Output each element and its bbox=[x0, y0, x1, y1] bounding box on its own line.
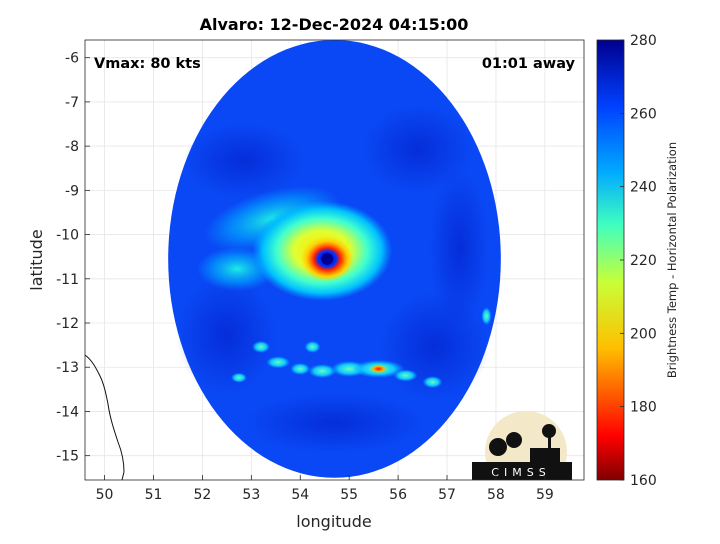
colorbar-tick-label: 200 bbox=[630, 326, 657, 342]
time-offset-label: 01:01 away bbox=[482, 56, 576, 72]
y-axis-ticks: -6 -7 -8 -9 -10 -11 -12 -13 -14 -15 bbox=[56, 51, 90, 465]
convective-cell bbox=[393, 369, 418, 382]
x-tick-label: 57 bbox=[438, 487, 456, 503]
y-tick-label: -15 bbox=[56, 449, 79, 465]
logo-dish-left bbox=[489, 438, 507, 456]
colorbar-label: Brightness Temp - Horizontal Polarizatio… bbox=[665, 142, 679, 378]
y-tick-label: -9 bbox=[65, 183, 79, 199]
x-axis-label: longitude bbox=[296, 512, 371, 531]
x-tick-label: 53 bbox=[242, 487, 260, 503]
y-tick-label: -7 bbox=[65, 95, 79, 111]
coastline bbox=[85, 354, 125, 480]
colorbar-tick-label: 180 bbox=[630, 400, 657, 416]
convective-cell bbox=[266, 356, 291, 369]
x-tick-label: 50 bbox=[96, 487, 114, 503]
x-tick-label: 59 bbox=[536, 487, 554, 503]
vmax-label: Vmax: 80 kts bbox=[94, 56, 201, 72]
storm-eye bbox=[321, 252, 334, 265]
convective-cell bbox=[308, 364, 337, 379]
colorbar-tick-label: 220 bbox=[630, 253, 657, 269]
convective-cell bbox=[481, 307, 492, 326]
y-tick-label: -14 bbox=[56, 404, 79, 420]
colorbar-tick-label: 260 bbox=[630, 106, 657, 122]
cimss-logo: CIMSS bbox=[472, 411, 572, 480]
convective-cell bbox=[252, 340, 271, 353]
logo-dish-right bbox=[506, 432, 522, 448]
swath-dark-patch bbox=[429, 167, 490, 328]
colorbar-tick-label: 280 bbox=[630, 33, 657, 49]
swath-features bbox=[176, 104, 492, 454]
convective-core bbox=[368, 363, 389, 374]
x-tick-label: 51 bbox=[145, 487, 163, 503]
convective-cell bbox=[290, 362, 311, 375]
x-tick-label: 56 bbox=[389, 487, 407, 503]
colorbar-tick-label: 240 bbox=[630, 180, 657, 196]
x-tick-label: 52 bbox=[193, 487, 211, 503]
colorbar-tick-label: 160 bbox=[630, 473, 657, 489]
y-axis-label: latitude bbox=[27, 229, 46, 290]
x-tick-label: 54 bbox=[291, 487, 309, 503]
microwave-swath bbox=[168, 40, 501, 478]
logo-tower-tank bbox=[542, 424, 556, 438]
colorbar-ticks: 160 180 200 220 240 260 280 bbox=[620, 33, 657, 489]
convective-cell bbox=[230, 372, 247, 383]
swath-dark-patch bbox=[244, 393, 425, 454]
y-tick-label: -11 bbox=[56, 272, 79, 288]
x-tick-label: 55 bbox=[340, 487, 358, 503]
y-tick-label: -13 bbox=[56, 360, 79, 376]
swath-dark-patch bbox=[362, 104, 473, 195]
colorbar bbox=[596, 39, 625, 481]
convective-cell bbox=[304, 340, 321, 353]
y-tick-label: -10 bbox=[56, 228, 79, 244]
y-tick-label: -6 bbox=[65, 51, 79, 67]
convective-cell bbox=[422, 376, 443, 389]
x-axis-ticks: 50 51 52 53 54 55 56 57 58 59 bbox=[96, 475, 554, 503]
logo-building bbox=[530, 448, 560, 464]
logo-band bbox=[472, 462, 572, 480]
logo-text: CIMSS bbox=[491, 466, 550, 479]
swath-dark-patch bbox=[176, 275, 277, 396]
axes-frame bbox=[84, 39, 585, 481]
swath-dark-patch bbox=[183, 122, 304, 199]
x-tick-label: 58 bbox=[487, 487, 505, 503]
y-tick-label: -12 bbox=[56, 316, 79, 332]
y-tick-label: -8 bbox=[65, 139, 79, 155]
chart-title: Alvaro: 12-Dec-2024 04:15:00 bbox=[200, 15, 469, 34]
